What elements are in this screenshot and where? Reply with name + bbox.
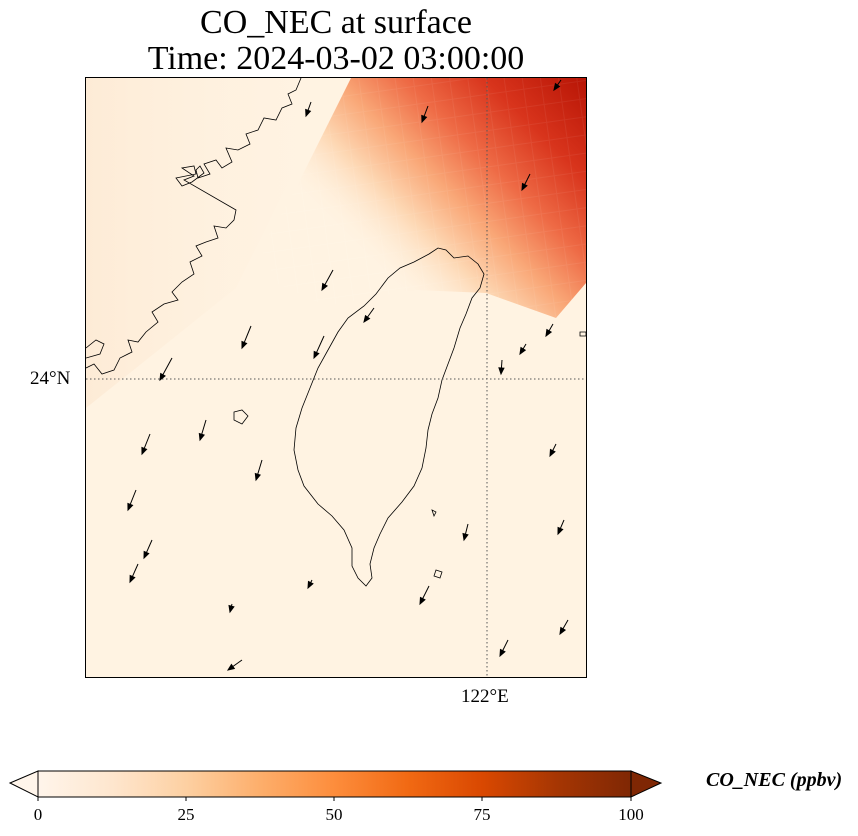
wind-arrow-head xyxy=(421,114,428,124)
wind-arrow-shaft xyxy=(464,523,469,535)
colorbar-tick-75: 75 xyxy=(473,805,491,824)
wind-arrow-head xyxy=(143,550,150,560)
wind-arrow-head xyxy=(521,182,528,192)
grid-cells-texture xyxy=(261,78,586,318)
wind-arrow-shaft xyxy=(423,105,429,117)
wind-arrow-head xyxy=(141,446,148,456)
colorbar-tick-100: 100 xyxy=(618,805,644,824)
map-canvas xyxy=(86,78,586,677)
wind-arrow-shaft xyxy=(162,357,173,375)
wind-arrow-shaft xyxy=(500,359,503,369)
wind-arrow-shaft xyxy=(522,343,527,350)
wind-arrow-shaft xyxy=(422,585,430,599)
colorbar-min-extend xyxy=(8,770,39,798)
colorbar-tick-marks xyxy=(37,797,632,801)
wind-arrow-shaft xyxy=(129,489,137,505)
wind-arrow-head xyxy=(127,502,134,512)
wind-arrow-head xyxy=(321,282,328,292)
colorbar-gradient xyxy=(37,770,632,798)
wind-arrow-head xyxy=(363,314,371,324)
wind-arrow-head xyxy=(228,604,235,614)
wind-arrow-head xyxy=(305,108,312,118)
wind-arrow-shaft xyxy=(367,307,375,318)
wind-arrow-head xyxy=(313,350,320,360)
wind-arrow-shaft xyxy=(131,563,139,577)
wind-arrow-head xyxy=(559,626,567,636)
wind-arrow-head xyxy=(462,532,469,542)
wind-arrow-shaft xyxy=(201,419,207,435)
island-outline xyxy=(233,409,249,425)
colorbar-max-extend xyxy=(630,770,663,798)
wind-arrow-head xyxy=(254,472,261,482)
wind-arrow-head xyxy=(307,580,314,590)
wind-arrow-head xyxy=(198,432,205,442)
island-outline xyxy=(431,509,437,518)
wind-arrow-shaft xyxy=(557,79,562,86)
island-outline xyxy=(579,331,586,337)
wind-arrow-shaft xyxy=(548,323,554,332)
colorbar-tick-50: 50 xyxy=(325,805,343,824)
china-coastline xyxy=(86,78,302,375)
wind-vectors xyxy=(127,79,569,671)
island-outline xyxy=(433,569,443,579)
wind-arrow-shaft xyxy=(559,519,565,529)
colorbar-tick-25: 25 xyxy=(177,805,195,824)
wind-arrow-shaft xyxy=(232,659,243,667)
wind-arrow-head xyxy=(549,448,556,458)
wind-arrow-head xyxy=(499,648,506,658)
wind-arrow-shaft xyxy=(552,443,557,451)
wind-arrow-shaft xyxy=(307,101,312,111)
wind-arrow-head xyxy=(226,663,236,671)
wind-arrow-shaft xyxy=(145,539,153,553)
wind-arrow-shaft xyxy=(316,335,325,353)
wind-arrow-head xyxy=(129,574,136,584)
map-title-line2: Time: 2024-03-02 03:00:00 xyxy=(147,40,525,77)
taiwan-coastline xyxy=(293,247,485,587)
wind-arrow-shaft xyxy=(257,459,263,475)
longitude-tick-label: 122°E xyxy=(461,686,509,707)
map-panel xyxy=(85,77,587,678)
colorbar-tick-0: 0 xyxy=(33,805,43,824)
wind-arrow-head xyxy=(419,596,426,606)
wind-arrow-head xyxy=(553,82,561,92)
coastal-gradient xyxy=(86,78,341,408)
wind-arrow-shaft xyxy=(502,639,509,651)
wind-arrow-shaft xyxy=(243,325,252,343)
wind-arrow-shaft xyxy=(324,269,334,285)
wind-arrow-shaft xyxy=(524,173,531,185)
colorbar-label: CO_NEC (ppbv) xyxy=(706,769,843,791)
latitude-tick-label: 24°N xyxy=(30,368,71,389)
colorbar xyxy=(8,770,663,801)
wind-arrow-shaft xyxy=(562,619,569,630)
wind-arrow-head xyxy=(498,367,505,376)
wind-arrow-head xyxy=(557,526,564,536)
wind-arrow-head xyxy=(241,340,248,350)
map-title-line1: CO_NEC at surface xyxy=(200,4,472,41)
wind-arrow-head xyxy=(519,346,527,356)
wind-arrow-head xyxy=(545,328,553,338)
wind-arrow-head xyxy=(159,372,166,382)
wind-arrow-shaft xyxy=(143,433,151,449)
